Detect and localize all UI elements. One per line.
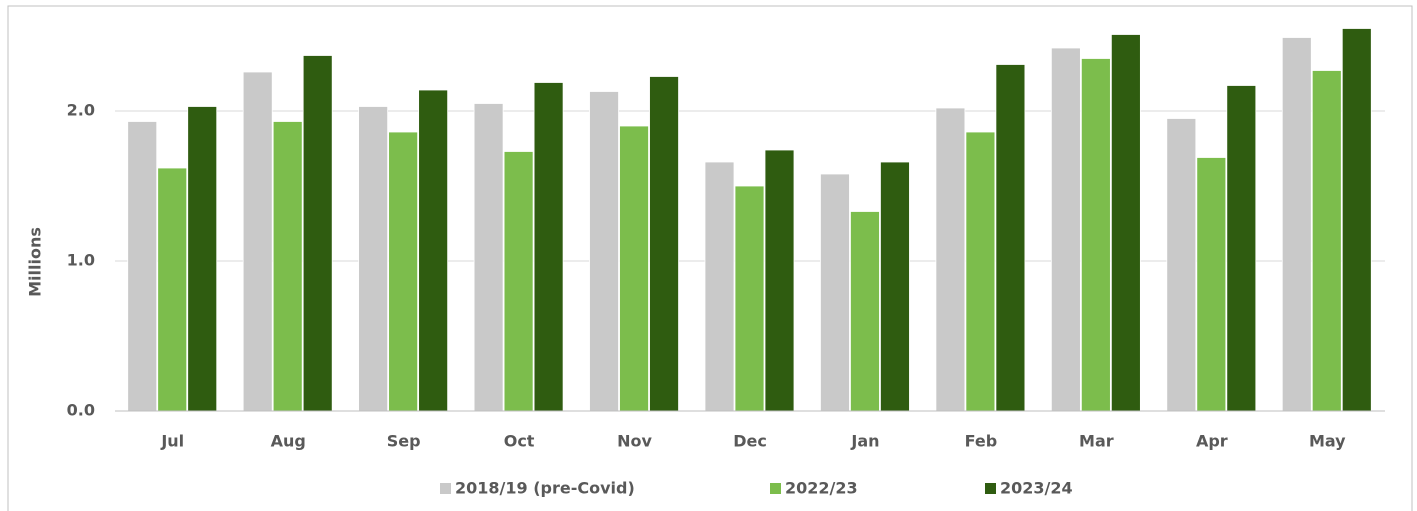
bar [1196, 157, 1227, 412]
bar [649, 76, 679, 412]
bar [1311, 70, 1342, 412]
legend-label: 2023/24 [1000, 479, 1073, 498]
bar [820, 173, 850, 412]
bar [358, 106, 389, 412]
legend-swatch [985, 483, 996, 494]
x-tick-label: Apr [1196, 432, 1228, 451]
x-tick-label: Dec [733, 432, 767, 451]
legend-swatch [770, 483, 781, 494]
bar [965, 131, 996, 412]
bar [418, 89, 449, 412]
bar [619, 125, 649, 412]
bar [503, 151, 534, 412]
bar [880, 161, 910, 412]
y-tick-label: 0.0 [67, 401, 95, 420]
bar [734, 185, 765, 412]
bar [995, 64, 1026, 412]
x-tick-label: Aug [271, 432, 306, 451]
bar [157, 167, 188, 412]
y-axis-label: Millions [26, 227, 45, 297]
bar [935, 107, 966, 412]
bar [127, 121, 158, 412]
x-tick-label: Sep [387, 432, 421, 451]
bar [1341, 28, 1372, 412]
x-tick-label: Nov [617, 432, 652, 451]
x-tick-label: Jul [160, 432, 184, 451]
legend-label: 2018/19 (pre-Covid) [455, 479, 635, 498]
bar [1166, 118, 1197, 412]
bar [1110, 34, 1141, 412]
bar [473, 103, 504, 412]
x-tick-label: Jan [850, 432, 879, 451]
y-tick-label: 1.0 [67, 251, 95, 270]
bar [187, 106, 218, 412]
x-tick-label: Mar [1079, 432, 1114, 451]
legend-swatch [440, 483, 451, 494]
x-tick-label: Oct [504, 432, 535, 451]
x-tick-label: Feb [965, 432, 998, 451]
bar [533, 82, 564, 412]
bar [704, 161, 735, 412]
bar [850, 211, 880, 412]
bar [589, 91, 619, 412]
bar [1281, 37, 1312, 412]
bar [302, 55, 333, 412]
bar [1226, 85, 1257, 412]
bar [272, 121, 303, 412]
bar [388, 131, 419, 412]
bar [764, 149, 795, 412]
bar [1080, 58, 1111, 412]
bar [1050, 47, 1081, 412]
x-tick-label: May [1309, 432, 1346, 451]
y-tick-label: 2.0 [67, 101, 95, 120]
bar [242, 71, 273, 412]
legend-label: 2022/23 [785, 479, 858, 498]
